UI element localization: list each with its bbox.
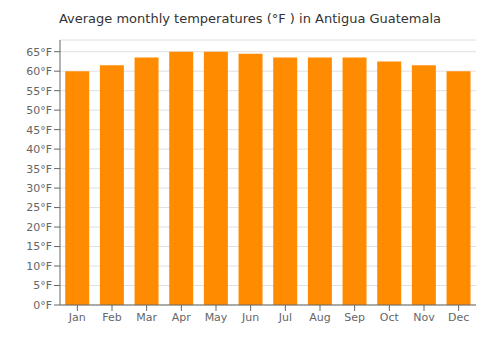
svg-text:35°F: 35°F bbox=[26, 163, 52, 176]
svg-text:10°F: 10°F bbox=[26, 260, 52, 273]
svg-text:0°F: 0°F bbox=[33, 299, 52, 312]
svg-text:45°F: 45°F bbox=[26, 124, 52, 137]
svg-text:Aug: Aug bbox=[309, 311, 330, 324]
svg-text:Feb: Feb bbox=[102, 311, 121, 324]
svg-text:Dec: Dec bbox=[448, 311, 469, 324]
svg-text:Apr: Apr bbox=[172, 311, 192, 324]
svg-text:May: May bbox=[205, 311, 228, 324]
svg-text:20°F: 20°F bbox=[26, 221, 52, 234]
svg-text:60°F: 60°F bbox=[26, 65, 52, 78]
svg-text:30°F: 30°F bbox=[26, 182, 52, 195]
svg-text:Jul: Jul bbox=[278, 311, 292, 324]
svg-text:50°F: 50°F bbox=[26, 104, 52, 117]
svg-text:55°F: 55°F bbox=[26, 85, 52, 98]
svg-text:5°F: 5°F bbox=[33, 279, 52, 292]
html-text:Average monthly temperatures (: Average monthly temperatures (°F ) in An… bbox=[58, 11, 442, 26]
svg-text:15°F: 15°F bbox=[26, 240, 52, 253]
svg-text:Jan: Jan bbox=[68, 311, 86, 324]
svg-text:25°F: 25°F bbox=[26, 201, 52, 214]
svg-text:65°F: 65°F bbox=[26, 46, 52, 59]
svg-text:40°F: 40°F bbox=[26, 143, 52, 156]
svg-text:Oct: Oct bbox=[380, 311, 400, 324]
svg-text:Jun: Jun bbox=[241, 311, 259, 324]
svg-text:Sep: Sep bbox=[344, 311, 365, 324]
svg-text:Mar: Mar bbox=[136, 311, 157, 324]
svg-text:Nov: Nov bbox=[413, 311, 435, 324]
